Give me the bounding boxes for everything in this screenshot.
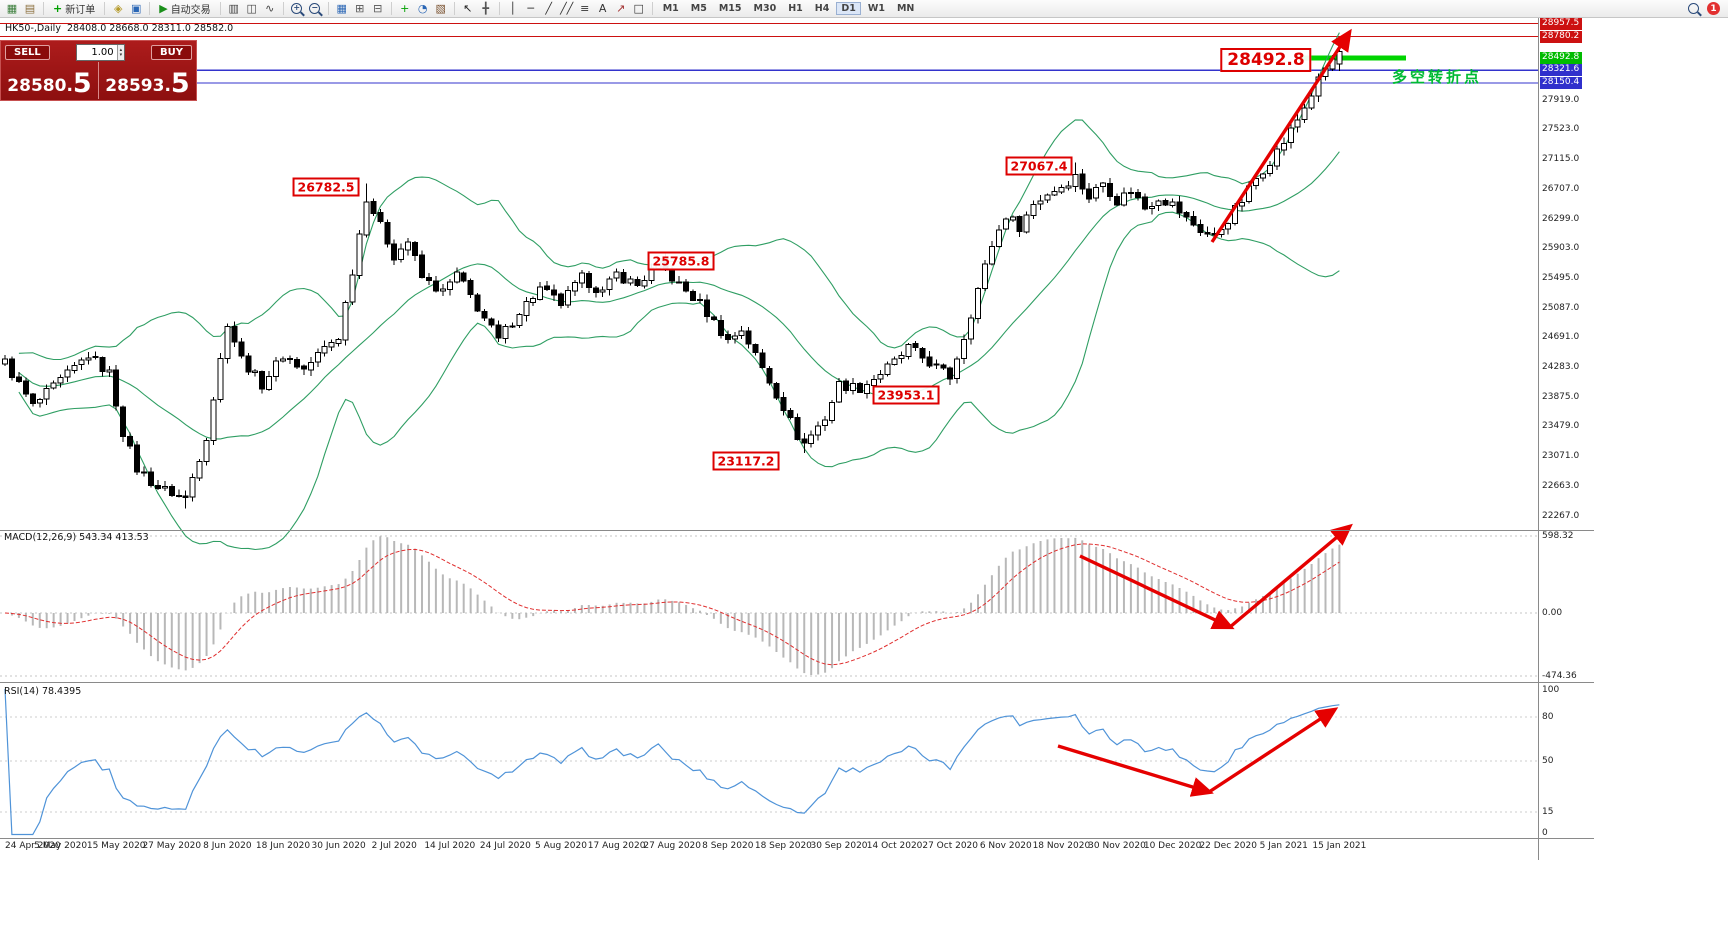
terminal-icon[interactable]: ▣	[131, 2, 142, 15]
price-level-marker: 28492.8	[1540, 52, 1583, 64]
timeframe-mn[interactable]: MN	[896, 3, 915, 14]
toolbar-separator	[219, 2, 221, 15]
timeframe-m1[interactable]: M1	[662, 3, 679, 14]
volume-control: 1.00 ▴ ▾	[54, 44, 147, 61]
timeframe-m30[interactable]: M30	[753, 3, 777, 14]
rsi-scale-label: 100	[1542, 685, 1560, 695]
indicators-icon[interactable]: +	[400, 2, 410, 15]
rsi-scale-label: 80	[1542, 712, 1554, 722]
templates-icon[interactable]: ▧	[435, 2, 446, 15]
arrows-icon[interactable]: ↗	[616, 2, 626, 15]
periods-icon[interactable]: ◔	[417, 2, 428, 15]
price-level-marker: 28150.4	[1540, 77, 1583, 89]
trendline-icon[interactable]: ╱	[545, 2, 552, 15]
text-icon[interactable]: A	[598, 2, 607, 15]
price-level-marker: 28957.5	[1540, 18, 1583, 30]
toolbar: ▦ ▤ + 新订单 ◈ ▣ ▶ 自动交易 ▥ ◫ ∿ + − ▦ ⊞ ⊟ + ◔ ▧ ↖ ╋ │ ─ ╱ ╱╱ ≡ A ↗ □ M1 M5 M…	[0, 0, 1728, 18]
crosshair-icon[interactable]: ╋	[482, 2, 489, 15]
notification-badge[interactable]: 1	[1707, 2, 1720, 15]
macd-rsi-divider[interactable]	[0, 682, 1594, 683]
rsi-scale-label: 0	[1542, 828, 1548, 838]
cascade-windows-icon[interactable]: ⊟	[373, 2, 383, 15]
price-tick-label: 27919.0	[1542, 95, 1580, 105]
toolbar-separator	[651, 2, 653, 15]
rsi-dateaxis-divider[interactable]	[0, 838, 1594, 839]
price-tick-label: 23071.0	[1542, 451, 1580, 461]
price-tick-label: 27115.0	[1542, 154, 1580, 164]
shapes-icon[interactable]: □	[633, 2, 644, 15]
candlestick-chart-icon[interactable]: ◫	[246, 2, 257, 15]
price-level-marker: 28321.6	[1540, 64, 1583, 76]
price-level-marker: 28780.2	[1540, 31, 1583, 43]
channel-icon[interactable]: ╱╱	[560, 2, 574, 15]
price-tick-label: 23479.0	[1542, 421, 1580, 431]
price-tick-label: 25495.0	[1542, 273, 1580, 283]
sell-price[interactable]: 28580. 5	[7, 68, 92, 100]
stepper-down-icon[interactable]: ▾	[119, 51, 123, 58]
timeframe-h4[interactable]: H4	[814, 3, 830, 14]
volume-stepper[interactable]: ▴ ▾	[116, 45, 125, 60]
price-axis[interactable]: 28957.5 28780.2 28492.8 28321.6 28150.4 27919…	[1538, 18, 1595, 860]
toolbar-separator	[104, 2, 106, 15]
cursor-icon[interactable]: ↖	[463, 2, 473, 15]
toolbar-separator	[149, 2, 151, 15]
timeframe-d1[interactable]: D1	[836, 2, 861, 15]
toolbar-separator	[453, 2, 455, 15]
auto-trading-button[interactable]: ▶ 自动交易	[159, 2, 211, 16]
new-order-button[interactable]: + 新订单	[53, 2, 96, 16]
buy-button[interactable]: BUY	[151, 45, 192, 60]
one-click-trading-panel: SELL 1.00 ▴ ▾ BUY 28580. 5 28593. 5	[0, 40, 197, 101]
vertical-line-icon[interactable]: │	[509, 2, 516, 15]
sell-button[interactable]: SELL	[5, 45, 50, 60]
timeframe-w1[interactable]: W1	[867, 3, 885, 14]
horizontal-line-icon[interactable]: ─	[527, 2, 534, 15]
rsi-scale-label: 50	[1542, 756, 1554, 766]
toolbar-separator	[498, 2, 500, 15]
price-tick-label: 26299.0	[1542, 214, 1580, 224]
toolbar-separator	[282, 2, 284, 15]
volume-input[interactable]: 1.00	[91, 47, 114, 58]
chart-canvas[interactable]	[0, 18, 1538, 860]
search-icon[interactable]	[1685, 1, 1701, 16]
price-tick-label: 23875.0	[1542, 392, 1580, 402]
fibonacci-icon[interactable]: ≡	[580, 2, 590, 15]
tile-windows-icon[interactable]: ⊞	[355, 2, 365, 15]
timeframe-m5[interactable]: M5	[690, 3, 707, 14]
price-tick-label: 26707.0	[1542, 184, 1580, 194]
new-chart-icon[interactable]: ▦	[6, 2, 18, 15]
zoom-out-icon[interactable]: −	[307, 1, 323, 16]
timeframe-h1[interactable]: H1	[788, 3, 803, 14]
macd-scale-label: 0.00	[1542, 608, 1563, 618]
toolbar-separator	[390, 2, 392, 15]
main-macd-divider[interactable]	[0, 530, 1594, 531]
grid-icon[interactable]: ▦	[336, 2, 347, 15]
macd-scale-label: -474.36	[1542, 671, 1577, 681]
macd-scale-label: 598.32	[1542, 531, 1574, 541]
price-tick-label: 22267.0	[1542, 511, 1580, 521]
toolbar-separator	[327, 2, 329, 15]
metaeditor-icon[interactable]: ◈	[113, 2, 123, 15]
price-tick-label: 25087.0	[1542, 303, 1580, 313]
timeframe-m15[interactable]: M15	[718, 3, 742, 14]
rsi-scale-label: 15	[1542, 807, 1554, 817]
buy-price[interactable]: 28593. 5	[98, 62, 196, 99]
line-chart-icon[interactable]: ∿	[265, 2, 275, 15]
price-tick-label: 27523.0	[1542, 124, 1580, 134]
price-tick-label: 25903.0	[1542, 243, 1580, 253]
stepper-up-icon[interactable]: ▴	[119, 46, 123, 53]
price-tick-label: 22663.0	[1542, 481, 1580, 491]
bar-chart-icon[interactable]: ▥	[228, 2, 239, 15]
toolbar-separator	[43, 2, 44, 15]
chart-profiles-icon[interactable]: ▤	[24, 2, 36, 15]
price-tick-label: 24691.0	[1542, 332, 1580, 342]
price-tick-label: 24283.0	[1542, 362, 1580, 372]
zoom-in-icon[interactable]: +	[289, 1, 305, 16]
